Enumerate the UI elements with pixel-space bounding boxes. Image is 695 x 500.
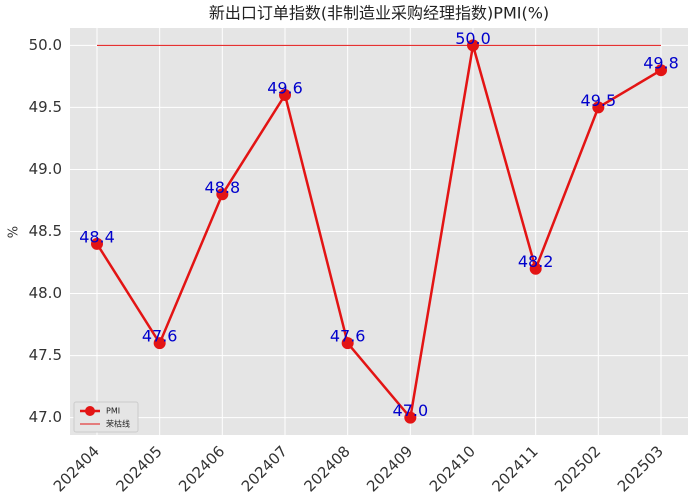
marker: [592, 101, 605, 114]
legend-label: 荣枯线: [106, 419, 130, 429]
x-tick-label: 202410: [426, 442, 479, 495]
x-tick-label: 202409: [363, 442, 416, 495]
y-tick-label: 47.0: [29, 408, 62, 426]
marker: [467, 39, 479, 52]
x-tick-label: 202503: [614, 442, 667, 495]
y-tick-label: 48.5: [29, 222, 62, 240]
x-tick-label: 202411: [488, 442, 541, 495]
legend-label: PMI: [106, 407, 120, 416]
x-tick-label: 202405: [112, 442, 165, 495]
x-tick-label: 202407: [238, 442, 291, 495]
data-label: 48.2: [518, 252, 554, 271]
data-label: 49.5: [581, 91, 617, 110]
data-label: 47.6: [330, 327, 366, 346]
x-tick-label: 202502: [551, 442, 604, 495]
marker: [91, 237, 103, 250]
x-tick-label: 202408: [300, 442, 353, 495]
data-label: 48.4: [79, 227, 115, 246]
data-label: 48.8: [205, 178, 241, 197]
y-tick-label: 48.0: [29, 284, 62, 302]
marker: [153, 337, 166, 350]
data-label: 49.8: [643, 54, 679, 73]
data-label: 47.6: [142, 327, 178, 346]
marker: [216, 188, 229, 201]
data-label: 49.6: [267, 79, 303, 98]
data-label: 50.0: [455, 29, 491, 48]
marker: [655, 64, 667, 77]
marker: [529, 262, 542, 275]
x-tick-label: 202406: [175, 442, 228, 495]
y-tick-label: 50.0: [29, 36, 62, 54]
legend-swatch: [85, 406, 95, 416]
line-path: [95, 45, 662, 421]
y-axis-label: %: [7, 226, 22, 238]
y-tick-label: 49.5: [29, 98, 62, 116]
marker: [341, 337, 354, 350]
marker: [279, 89, 291, 102]
marker: [404, 411, 417, 424]
chart-title: 新出口订单指数(非制造业采购经理指数)PMI(%): [209, 4, 549, 23]
y-tick-label: 49.0: [29, 160, 62, 178]
x-tick-label: 202404: [50, 442, 103, 495]
y-tick-label: 47.5: [29, 346, 62, 364]
data-label: 47.0: [393, 401, 429, 420]
